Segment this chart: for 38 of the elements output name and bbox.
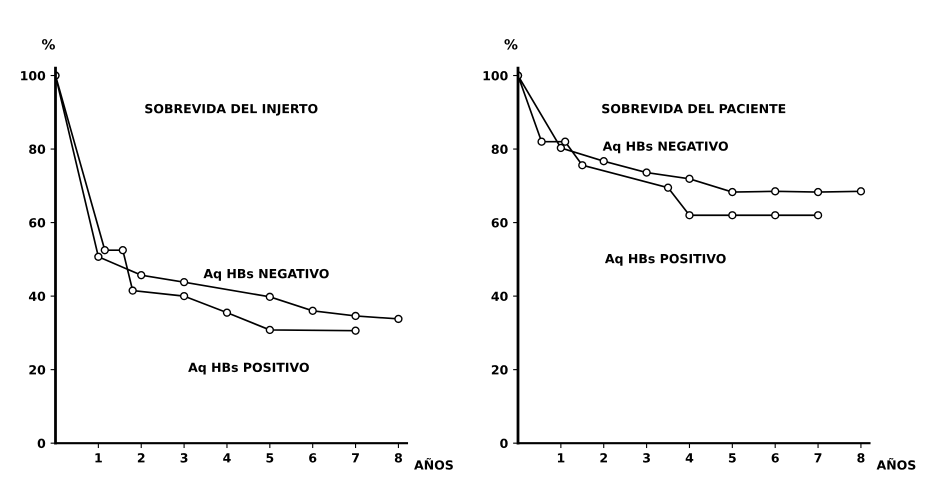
y-tick-label: 0 xyxy=(500,438,508,448)
x-axis-title: AÑOS xyxy=(414,458,453,470)
text: SOBREVIDA DEL PACIENTE xyxy=(602,104,786,114)
y-tick-label: 40 xyxy=(491,292,508,302)
y-tick-label: 80 xyxy=(29,144,46,154)
y-tick-label: 20 xyxy=(492,365,508,375)
x-tick-label: 4 xyxy=(686,453,694,462)
x-tick-label: 2 xyxy=(138,453,144,462)
x-tick-label: 5 xyxy=(266,453,274,463)
x-tick-label: 3 xyxy=(180,453,188,463)
text: SOBREVIDA DEL INJERTO xyxy=(145,104,318,116)
y-tick-label: 80 xyxy=(492,144,508,154)
y-tick-label: 100 xyxy=(21,71,46,80)
series-label: Aq HBs NEGATIVO xyxy=(203,268,329,281)
x-tick-label: 6 xyxy=(772,453,779,463)
y-axis-title: % xyxy=(42,39,55,50)
y-axis-title: % xyxy=(504,39,518,50)
x-tick-label: 2 xyxy=(600,453,607,462)
y-tick-label: 40 xyxy=(28,292,46,302)
x-tick-label: 8 xyxy=(394,453,402,463)
x-tick-label: 4 xyxy=(223,453,231,462)
text: Aq HBs POSITIVO xyxy=(604,254,726,266)
y-tick-label: 100 xyxy=(484,71,508,80)
x-tick-label: 6 xyxy=(309,453,316,463)
y-tick-label: 0 xyxy=(38,438,46,448)
y-tick-label: 60 xyxy=(492,218,508,228)
y-tick-label: 60 xyxy=(29,218,46,228)
x-tick-label: 3 xyxy=(643,453,650,463)
x-tick-label: 8 xyxy=(857,453,864,463)
x-tick-label: 5 xyxy=(728,453,736,463)
x-tick-label: 1 xyxy=(558,453,564,462)
text: Aq HBs POSITIVO xyxy=(188,362,309,375)
y-tick-label: 20 xyxy=(29,365,46,375)
x-tick-label: 7 xyxy=(814,453,822,462)
x-tick-label: 7 xyxy=(352,453,359,462)
x-axis-title: AÑOS xyxy=(876,458,916,470)
series-label: Aq HBs NEGATIVO xyxy=(602,141,728,154)
x-tick-label: 1 xyxy=(95,453,102,462)
